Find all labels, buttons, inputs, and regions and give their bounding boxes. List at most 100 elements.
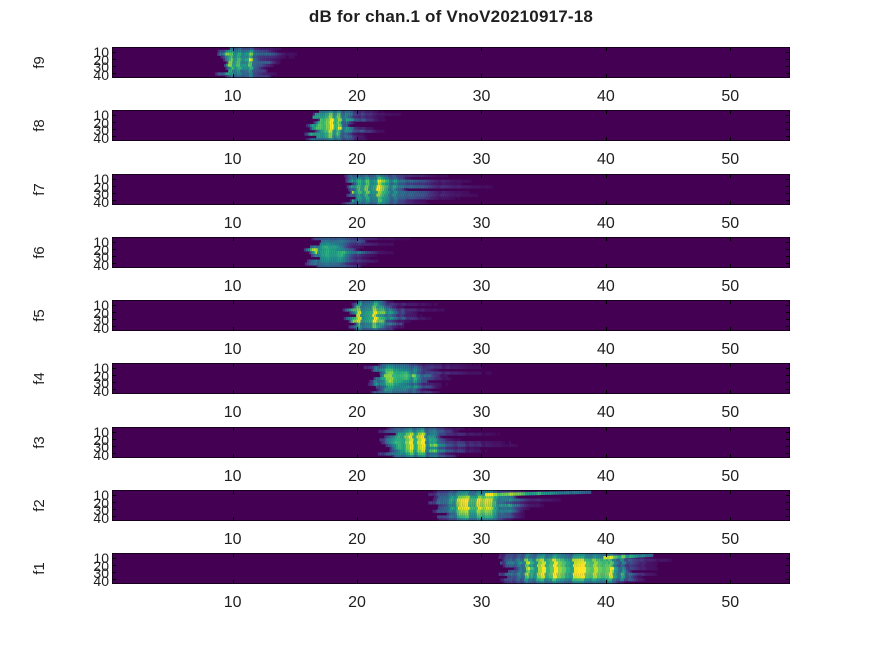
y-tick-label: 30 xyxy=(93,375,109,392)
subplot-label-f1: f1 xyxy=(30,562,48,575)
x-tick-label: 10 xyxy=(223,468,242,485)
x-tick-label: 20 xyxy=(348,88,366,105)
x-tick-label: 40 xyxy=(596,594,615,611)
x-tick-label: 40 xyxy=(596,468,615,485)
x-tick-label: 30 xyxy=(472,594,491,611)
x-tick-label: 30 xyxy=(472,341,491,358)
x-tick-label: 20 xyxy=(348,215,366,232)
y-tick-label: 10 xyxy=(93,171,109,187)
subplot-label-f8: f8 xyxy=(30,119,48,132)
subplot-label-f3: f3 xyxy=(30,436,48,449)
y-tick-label: 10 xyxy=(93,297,109,313)
x-tick-label: 50 xyxy=(721,215,740,232)
y-tick-label: 40 xyxy=(93,257,109,274)
x-tick-label: 10 xyxy=(223,88,242,105)
x-tick-label: 10 xyxy=(223,151,242,168)
y-tick-label: 10 xyxy=(93,487,109,503)
y-tick-label: 10 xyxy=(93,44,109,60)
y-tick-label: 40 xyxy=(93,510,109,527)
x-tick-label: 20 xyxy=(348,404,366,421)
y-tick-label: 20 xyxy=(93,494,109,511)
x-tick-label: 30 xyxy=(472,531,491,548)
heatmap-strip xyxy=(112,174,790,205)
x-tick-label: 20 xyxy=(348,468,366,485)
y-tick-label: 40 xyxy=(93,194,109,211)
subplot-row-f6: f6 10 20 30 40 10 20 30 40 50 xyxy=(0,234,871,300)
subplot-row-f3: f3 10 20 30 40 10 20 30 40 50 xyxy=(0,424,871,490)
x-tick-label: 40 xyxy=(596,88,615,105)
heatmap-strip xyxy=(112,237,790,268)
x-tick-label: 30 xyxy=(472,151,491,168)
y-tick-label: 40 xyxy=(93,130,109,147)
y-tick-label: 20 xyxy=(93,178,109,195)
x-tick-label: 20 xyxy=(348,531,366,548)
subplot-row-f7: f7 10 20 30 40 10 20 30 40 50 xyxy=(0,171,871,237)
y-tick-label: 30 xyxy=(93,249,109,266)
subplot-row-f5: f5 10 20 30 40 10 20 30 40 50 xyxy=(0,297,871,363)
y-tick-label: 40 xyxy=(93,573,109,590)
y-tick-label: 20 xyxy=(93,114,109,131)
y-tick-label: 30 xyxy=(93,312,109,329)
x-tick-label: 20 xyxy=(348,151,366,168)
x-tick-label: 10 xyxy=(223,404,242,421)
heatmap-strip xyxy=(112,47,790,78)
y-tick-label: 20 xyxy=(93,304,109,321)
y-tick-label: 10 xyxy=(93,424,109,440)
x-tick-label: 40 xyxy=(596,404,615,421)
subplot-label-f9: f9 xyxy=(30,56,48,69)
x-tick-label: 50 xyxy=(721,404,740,421)
subplot-row-f8: f8 10 20 30 40 10 20 30 40 50 xyxy=(0,107,871,173)
subplot-label-f4: f4 xyxy=(30,372,48,385)
x-tick-label: 30 xyxy=(472,468,491,485)
y-tick-label: 10 xyxy=(93,360,109,376)
x-tick-label: 30 xyxy=(472,215,491,232)
x-tick-label: 10 xyxy=(223,531,242,548)
x-tick-label: 40 xyxy=(596,341,615,358)
x-tick-label: 10 xyxy=(223,594,242,611)
heatmap-strip xyxy=(112,553,790,584)
heatmap-strip xyxy=(112,490,790,521)
y-tick-label: 30 xyxy=(93,122,109,139)
x-tick-label: 50 xyxy=(721,88,740,105)
y-tick-label: 10 xyxy=(93,107,109,123)
y-tick-label: 20 xyxy=(93,367,109,384)
y-tick-label: 20 xyxy=(93,51,109,68)
x-tick-label: 10 xyxy=(223,278,242,295)
x-tick-label: 50 xyxy=(721,151,740,168)
y-tick-label: 10 xyxy=(93,234,109,250)
x-tick-label: 50 xyxy=(721,594,740,611)
y-tick-label: 30 xyxy=(93,439,109,456)
subplot-row-f4: f4 10 20 30 40 10 20 30 40 50 xyxy=(0,360,871,426)
y-tick-label: 30 xyxy=(93,59,109,76)
x-tick-label: 30 xyxy=(472,88,491,105)
x-tick-label: 30 xyxy=(472,278,491,295)
y-tick-label: 10 xyxy=(93,550,109,566)
subplot-row-f9: f9 10 20 30 40 10 20 30 40 50 xyxy=(0,44,871,110)
x-tick-label: 10 xyxy=(223,341,242,358)
x-tick-label: 40 xyxy=(596,531,615,548)
heatmap-strip xyxy=(112,110,790,141)
x-tick-label: 50 xyxy=(721,531,740,548)
x-tick-label: 30 xyxy=(472,404,491,421)
subplot-row-f1: f1 10 20 30 40 10 20 30 40 50 xyxy=(0,550,871,616)
chart-title: dB for chan.1 of VnoV20210917-18 xyxy=(308,7,594,26)
x-tick-label: 50 xyxy=(721,468,740,485)
x-tick-label: 50 xyxy=(721,278,740,295)
y-tick-label: 40 xyxy=(93,67,109,84)
x-tick-label: 40 xyxy=(596,215,615,232)
subplot-label-f5: f5 xyxy=(30,309,48,322)
y-tick-label: 30 xyxy=(93,565,109,582)
x-tick-label: 40 xyxy=(596,278,615,295)
y-tick-label: 20 xyxy=(93,431,109,448)
x-tick-label: 20 xyxy=(348,278,366,295)
y-tick-label: 30 xyxy=(93,186,109,203)
x-tick-label: 50 xyxy=(721,341,740,358)
heatmap-strip xyxy=(112,427,790,458)
y-tick-label: 20 xyxy=(93,241,109,258)
subplot-label-f2: f2 xyxy=(30,499,48,512)
x-tick-label: 20 xyxy=(348,341,366,358)
heatmap-strip xyxy=(112,300,790,331)
x-tick-label: 10 xyxy=(223,215,242,232)
subplot-label-f7: f7 xyxy=(30,183,48,196)
